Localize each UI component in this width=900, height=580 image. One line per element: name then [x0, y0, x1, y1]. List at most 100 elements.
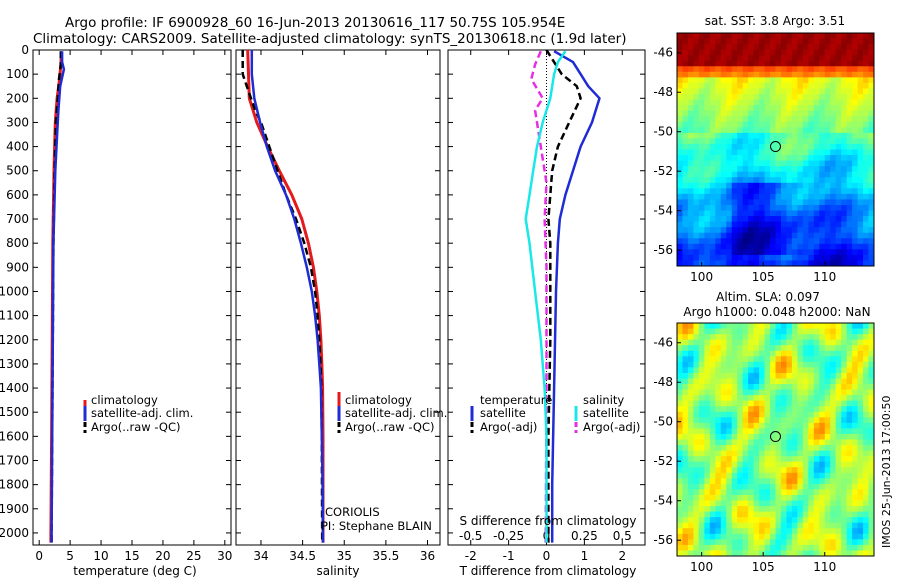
- heatmap-cell: [775, 323, 782, 329]
- heatmap-cell: [852, 105, 858, 112]
- heatmap-cell: [682, 243, 689, 250]
- heatmap-cell: [731, 221, 738, 228]
- heatmap-cell: [704, 227, 711, 234]
- heatmap-cell: [830, 227, 837, 234]
- heatmap-cell: [720, 121, 727, 128]
- heatmap-cell: [687, 511, 694, 518]
- heatmap-cell: [770, 550, 776, 557]
- heatmap-cell: [726, 66, 733, 73]
- heatmap-cell: [791, 182, 798, 189]
- heatmap-cell: [753, 99, 760, 106]
- heatmap-cell: [835, 428, 842, 435]
- heatmap-cell: [770, 55, 776, 62]
- heatmap-cell: [835, 478, 842, 485]
- heatmap-cell: [813, 71, 820, 78]
- heatmap-cell: [720, 461, 727, 468]
- heatmap-cell: [857, 66, 864, 73]
- heatmap-cell: [846, 361, 853, 368]
- heatmap-cell: [830, 99, 837, 106]
- heatmap-cell: [819, 345, 826, 352]
- heatmap-cell: [759, 467, 765, 474]
- heatmap-cell: [786, 199, 793, 206]
- heatmap-cell: [753, 132, 760, 139]
- heatmap-cell: [759, 361, 765, 368]
- heatmap-cell: [813, 334, 820, 341]
- heatmap-cell: [813, 378, 820, 385]
- heatmap-cell: [704, 339, 711, 346]
- heatmap-cell: [808, 550, 815, 557]
- heatmap-cell: [726, 433, 733, 440]
- heatmap-cell: [857, 367, 864, 374]
- heatmap-cell: [786, 422, 793, 429]
- heatmap-cell: [846, 66, 853, 73]
- heatmap-cell: [791, 450, 798, 457]
- heatmap-cell: [852, 483, 858, 490]
- heatmap-cell: [775, 243, 782, 250]
- heatmap-cell: [731, 372, 738, 379]
- heatmap-cell: [819, 517, 826, 524]
- heatmap-cell: [852, 400, 858, 407]
- heatmap-cell: [677, 500, 683, 507]
- heatmap-cell: [687, 116, 694, 123]
- heatmap-cell: [857, 160, 864, 167]
- heatmap-cell: [824, 254, 831, 261]
- heatmap-cell: [802, 182, 809, 189]
- heatmap-cell: [677, 105, 683, 112]
- heatmap-cell: [819, 210, 826, 217]
- heatmap-cell: [742, 60, 749, 67]
- heatmap-cell: [731, 127, 738, 134]
- heatmap-cell: [687, 166, 694, 173]
- heatmap-cell: [835, 433, 842, 440]
- heatmap-cell: [824, 450, 831, 457]
- heatmap-cell: [808, 71, 815, 78]
- heatmap-cell: [868, 82, 875, 89]
- heatmap-cell: [753, 33, 760, 39]
- heatmap-cell: [791, 44, 798, 51]
- heatmap-cell: [808, 155, 815, 161]
- heatmap-cell: [693, 500, 700, 507]
- heatmap-cell: [868, 116, 875, 123]
- heatmap-cell: [857, 216, 864, 223]
- heatmap-cell: [731, 456, 738, 463]
- heatmap-cell: [737, 395, 744, 402]
- heatmap-cell: [819, 494, 826, 501]
- heatmap-cell: [786, 478, 793, 485]
- heatmap-cell: [780, 339, 787, 346]
- heatmap-cell: [819, 356, 826, 363]
- heatmap-cell: [687, 456, 694, 463]
- heatmap-cell: [715, 372, 722, 379]
- heatmap-cell: [824, 494, 831, 501]
- heatmap-cell: [687, 204, 694, 211]
- heatmap-cell: [835, 44, 842, 51]
- heatmap-cell: [775, 188, 782, 195]
- heatmap-cell: [720, 395, 727, 402]
- heatmap-cell: [824, 378, 831, 385]
- heatmap-cell: [742, 254, 749, 261]
- heatmap-cell: [786, 193, 793, 200]
- heatmap-cell: [786, 533, 793, 540]
- heatmap-cell: [857, 406, 864, 413]
- y-tick-label: -50: [653, 125, 673, 139]
- heatmap-cell: [764, 400, 771, 407]
- heatmap-cell: [682, 210, 689, 217]
- heatmap-cell: [841, 138, 848, 145]
- heatmap-cell: [830, 116, 837, 123]
- heatmap-cell: [759, 138, 765, 145]
- heatmap-cell: [780, 417, 787, 424]
- heatmap-cell: [791, 94, 798, 100]
- heatmap-cell: [677, 350, 683, 357]
- heatmap-cell: [677, 478, 683, 485]
- heatmap-cell: [704, 166, 711, 173]
- heatmap-cell: [786, 116, 793, 123]
- heatmap-cell: [682, 227, 689, 234]
- heatmap-cell: [846, 77, 853, 84]
- heatmap-cell: [698, 384, 705, 390]
- temperature-legend: climatology satellite-adj. clim. Argo(..…: [83, 393, 193, 434]
- heatmap-cell: [780, 232, 787, 239]
- heatmap-cell: [846, 456, 853, 463]
- heatmap-cell: [791, 127, 798, 134]
- heatmap-cell: [824, 356, 831, 363]
- heatmap-cell: [786, 323, 793, 329]
- heatmap-cell: [852, 171, 858, 178]
- heatmap-cell: [742, 121, 749, 128]
